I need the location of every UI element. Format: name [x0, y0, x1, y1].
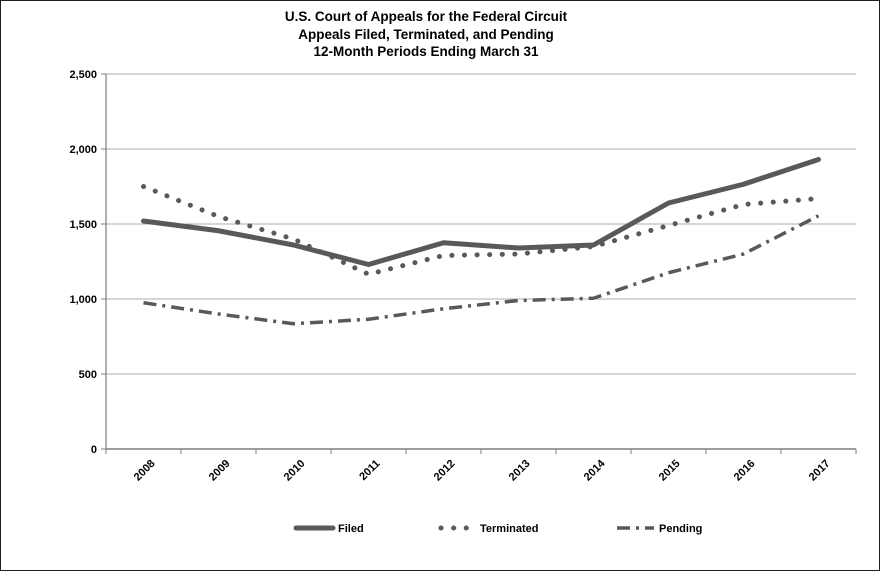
- y-tick-label: 1,500: [69, 219, 97, 231]
- legend-label-filed: Filed: [338, 523, 364, 535]
- chart-title-line-2: Appeals Filed, Terminated, and Pending: [298, 26, 554, 42]
- x-tick-label: 2014: [582, 457, 608, 483]
- legend-label-pending: Pending: [659, 523, 702, 535]
- y-tick-label: 500: [79, 369, 97, 381]
- legend-label-terminated: Terminated: [480, 523, 538, 535]
- chart-title-line-1: U.S. Court of Appeals for the Federal Ci…: [284, 9, 568, 24]
- x-tick-label: 2008: [132, 458, 158, 484]
- series-pending-line: [143, 214, 820, 326]
- y-tick-label: 2,000: [69, 144, 97, 156]
- y-tick-label: 0: [91, 444, 97, 456]
- x-tick-label: 2016: [732, 458, 758, 484]
- x-tick-label: 2015: [657, 458, 683, 484]
- x-tick-label: 2017: [807, 458, 833, 484]
- x-tick-label: 2012: [432, 458, 458, 484]
- y-tick-label: 1,000: [69, 294, 97, 306]
- chart-title: U.S. Court of Appeals for the Federal Ci…: [1, 8, 851, 61]
- series-filed-line: [141, 157, 821, 267]
- x-tick-label: 2013: [507, 458, 533, 484]
- y-tick-label: 2,500: [69, 69, 97, 81]
- x-tick-label: 2010: [282, 458, 308, 484]
- x-tick-label: 2011: [357, 458, 382, 483]
- chart-title-line-3: 12-Month Periods Ending March 31: [313, 44, 539, 59]
- x-tick-label: 2009: [207, 458, 233, 484]
- series-terminated-line: [141, 184, 821, 277]
